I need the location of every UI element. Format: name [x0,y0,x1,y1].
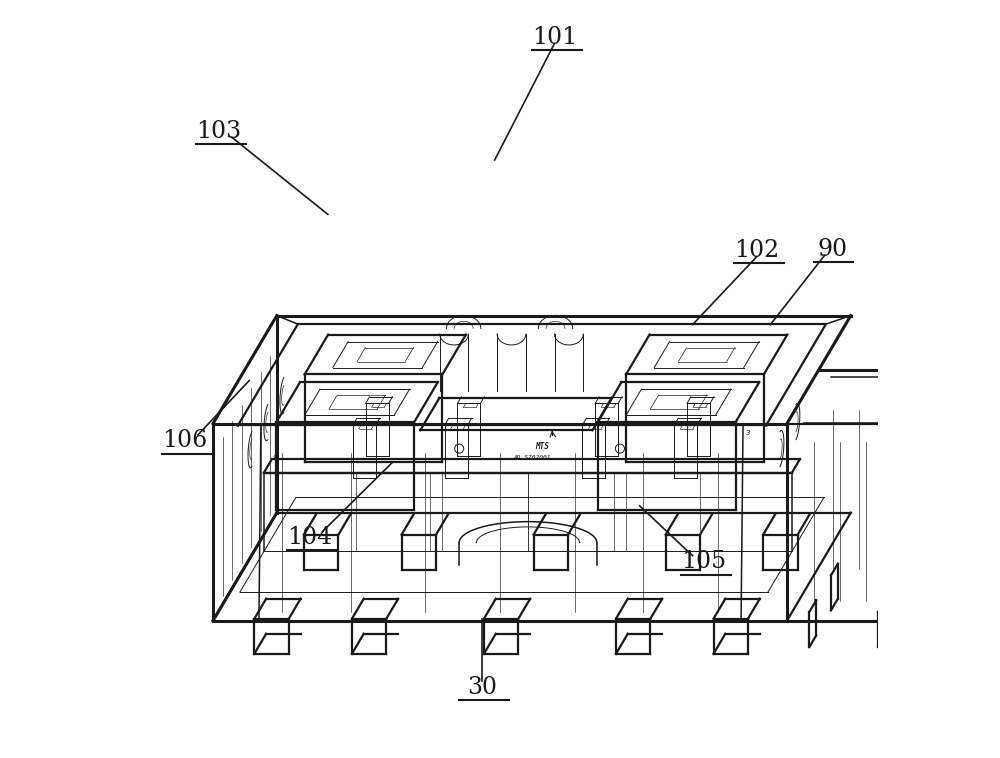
Text: 102: 102 [734,239,779,262]
Text: 90: 90 [817,237,847,261]
Text: 3: 3 [746,431,751,437]
Text: MTS: MTS [535,442,549,451]
Text: 103: 103 [196,120,242,143]
Text: S: S [273,456,278,462]
Text: 106: 106 [162,430,207,453]
Text: AD.S702001: AD.S702001 [513,455,551,459]
Text: 30: 30 [467,675,497,699]
Text: 101: 101 [532,26,577,49]
Text: 104: 104 [287,526,332,549]
Text: 105: 105 [681,550,726,573]
